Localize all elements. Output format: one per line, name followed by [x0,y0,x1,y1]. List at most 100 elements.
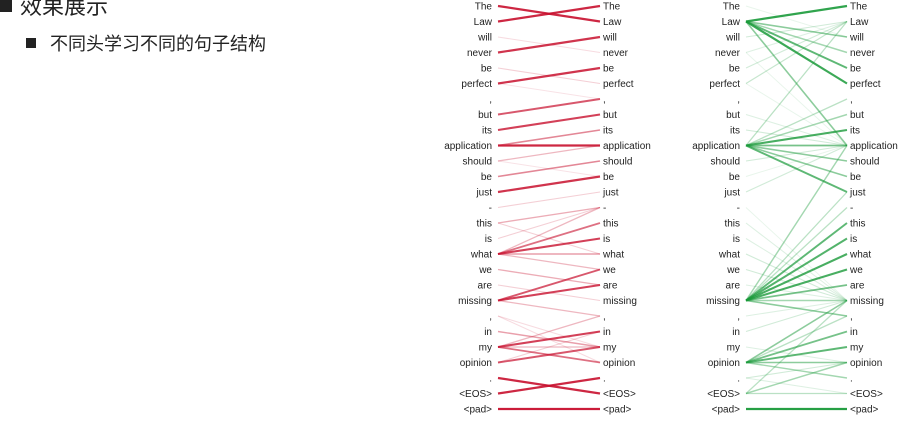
attention-link [745,129,848,147]
token-label-right: are [603,281,618,292]
token-label-right: this [850,219,866,230]
attention-link [497,330,601,349]
token-label-left: my [727,343,740,354]
attention-link [497,83,601,100]
token-label-right: what [602,250,624,261]
token-label-left: <EOS> [459,389,492,400]
token-label-right: its [603,126,613,137]
token-label-left: this [476,219,492,230]
attention-link [745,253,848,302]
token-label-right: but [850,110,864,121]
token-label-left: what [718,250,740,261]
token-label-right: . [850,374,853,385]
token-label-right: opinion [850,358,882,369]
attention-link [745,207,848,301]
attention-link [497,330,601,364]
token-label-left: should [463,157,492,168]
token-label-right: . [603,374,606,385]
token-label-right: opinion [603,358,635,369]
token-label-left: <pad> [712,405,741,416]
token-label-left: application [444,141,492,152]
token-label-left: be [481,64,493,75]
token-label-left: opinion [460,358,492,369]
attention-link [745,346,848,364]
token-label-right: <EOS> [850,389,883,400]
attention-link [497,299,601,317]
token-label-right: missing [603,296,637,307]
attention-link [745,20,848,69]
attention-link [745,128,848,147]
token-label-left: The [723,2,741,13]
token-label-left: just [723,188,740,199]
attention-link [497,144,601,162]
attention-link [497,346,601,364]
token-label-left: , [737,95,740,106]
token-label-right: , [603,312,606,323]
token-label-left: this [724,219,740,230]
bullet-point: 不同头学习不同的句子结构 [26,30,266,56]
token-label-right: application [603,141,651,152]
attention-link [745,98,848,147]
token-label-left: will [725,33,740,44]
token-label-right: application [850,141,898,152]
token-label-left: just [475,188,492,199]
attention-link [745,299,848,317]
token-label-right: what [849,250,871,261]
token-label-right: The [603,2,621,13]
token-label-right: should [603,157,632,168]
attention-link [745,5,848,38]
token-label-right: will [602,33,617,44]
token-label-right: never [603,48,629,59]
token-label-left: we [478,265,492,276]
token-label-left: but [726,110,740,121]
token-label-left: its [482,126,492,137]
slide-title-text: 效果展示 [20,0,109,20]
token-label-right: perfect [603,79,634,90]
token-label-left: perfect [709,79,740,90]
attention-link [745,222,848,302]
attention-link [745,144,848,193]
square-bullet-icon [26,38,36,48]
token-label-left: but [478,110,492,121]
attention-link [745,299,848,333]
token-label-right: Law [603,17,622,28]
token-label-right: my [603,343,616,354]
token-label-right: never [850,48,876,59]
token-label-right: - [603,203,606,214]
attention-link [497,160,601,178]
token-label-left: what [470,250,492,261]
attention-link [745,145,848,301]
attention-link [745,299,848,364]
token-label-left: Law [722,17,741,28]
attention-link [745,237,848,302]
attention-link [745,284,848,302]
token-label-right: we [849,265,863,276]
token-label-left: are [478,281,493,292]
token-label-right: be [603,64,615,75]
attention-link [745,145,848,177]
token-label-left: - [737,203,740,214]
attention-link [745,4,848,23]
token-label-left: my [479,343,492,354]
attention-link [497,222,601,255]
token-label-left: in [484,327,492,338]
token-label-right: this [603,219,619,230]
attention-link [745,20,848,38]
attention-link [745,83,848,146]
token-label-right: be [850,64,862,75]
token-label-left: in [732,327,740,338]
attention-link [745,20,848,85]
attention-link [745,330,848,364]
attention-link [497,268,601,302]
token-label-left: be [729,172,741,183]
attention-link [745,346,848,364]
token-label-left: The [475,2,493,13]
token-label-right: will [849,33,864,44]
token-label-right: just [849,188,866,199]
token-label-right: perfect [850,79,881,90]
token-label-left: <pad> [464,405,493,416]
token-label-left: never [467,48,493,59]
token-label-left: we [726,265,740,276]
attention-link [497,206,601,240]
attention-link [497,113,601,132]
